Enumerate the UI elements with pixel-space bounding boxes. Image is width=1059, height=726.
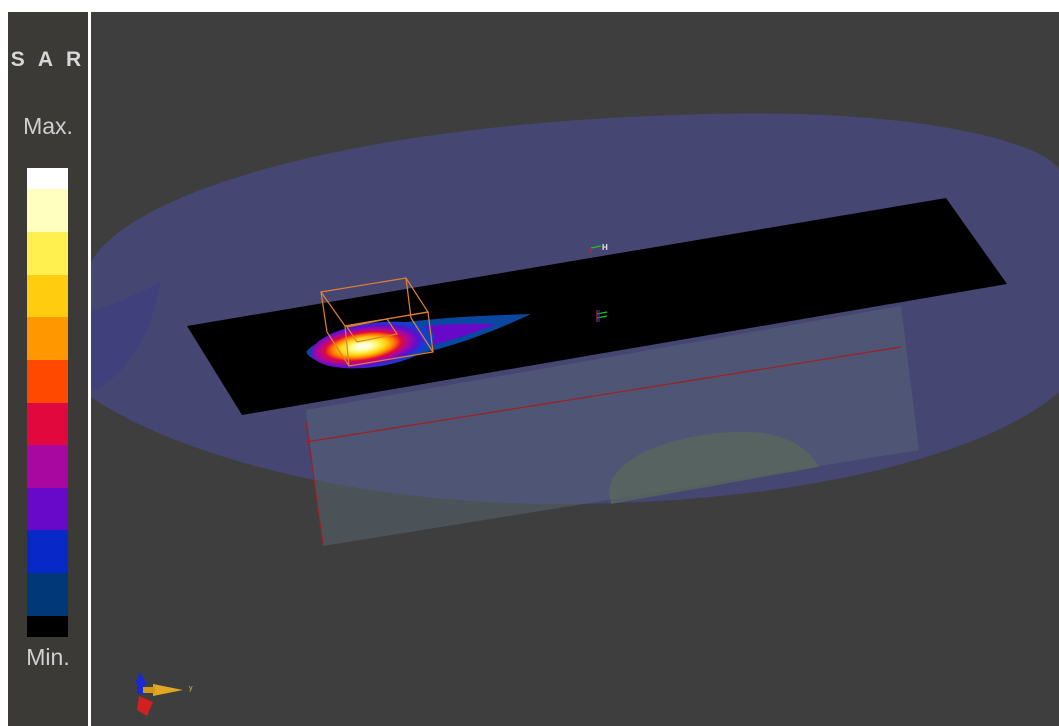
- legend-title: S A R: [10, 48, 86, 71]
- z-axis-shaft: [137, 684, 145, 694]
- probe-box: [319, 277, 434, 367]
- axis-line-red: [305, 346, 902, 443]
- colorbar-swatch: [27, 189, 68, 232]
- orientation-triad[interactable]: y: [135, 672, 193, 716]
- colorbar-swatch: [27, 573, 68, 616]
- phantom-side-lobe: [91, 282, 161, 392]
- phantom-box: [306, 306, 919, 546]
- 3d-scene[interactable]: H y: [91, 12, 1059, 726]
- sar-legend-panel: S A R Max. Min.: [8, 12, 88, 726]
- colorbar-swatch: [27, 274, 68, 318]
- colorbar-swatch: [27, 487, 68, 531]
- legend-min-label: Min.: [26, 644, 70, 670]
- center-marker: [596, 310, 608, 322]
- h-marker: H: [590, 243, 608, 254]
- axis-marker-label: H: [602, 243, 608, 252]
- colorbar-swatch: [27, 231, 68, 275]
- z-axis-arrow: [135, 672, 147, 684]
- colorbar-swatch: [27, 402, 68, 446]
- 3d-viewport[interactable]: H y: [91, 12, 1059, 726]
- colorbar-swatch: [27, 615, 68, 638]
- orientation-axis-label: y: [189, 685, 193, 692]
- colorbar-swatch: [27, 530, 68, 574]
- x-axis-arrow: [137, 696, 153, 716]
- sar-colorbar: [27, 168, 68, 638]
- legend-max-label: Max.: [23, 113, 73, 139]
- y-axis-shaft: [143, 687, 155, 693]
- y-axis-arrow: [153, 684, 183, 696]
- colorbar-swatch: [27, 359, 68, 403]
- colorbar-swatch: [27, 445, 68, 488]
- phantom-inner-region: [609, 431, 819, 504]
- colorbar-swatch: [27, 168, 68, 190]
- axis-line-red-vertical: [305, 421, 324, 545]
- colorbar-swatch: [27, 317, 68, 360]
